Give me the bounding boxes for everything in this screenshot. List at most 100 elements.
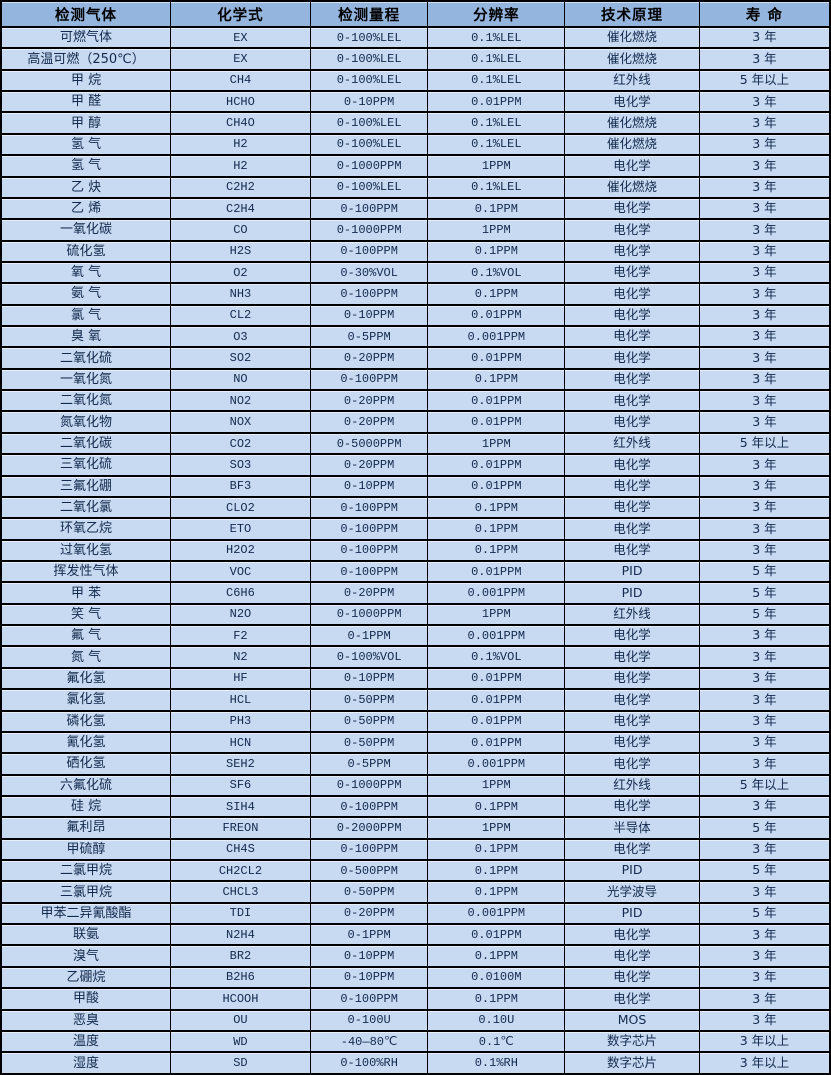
cell-range: 0-1000PPM xyxy=(309,154,429,178)
table-row: 可燃气体 EX 0-100%LEL 0.1%LEL 催化燃烧 3 年 xyxy=(0,25,831,50)
cell-range: 0-100%LEL xyxy=(309,111,429,135)
cell-formula: SD xyxy=(170,1051,311,1075)
table-row: 三氯甲烷 CHCL3 0-50PPM 0.1PPM 光学波导 3 年 xyxy=(0,880,831,904)
cell-range: 0-100PPM xyxy=(309,196,429,221)
cell-range: 0-2000PPM xyxy=(309,816,429,840)
cell-lifespan: 3 年 xyxy=(698,666,831,691)
cell-resolution: 0.1PPM xyxy=(427,944,566,968)
cell-formula: EX xyxy=(170,47,311,71)
cell-gas: 乙 炔 xyxy=(0,175,172,199)
cell-gas: 溴气 xyxy=(0,944,172,968)
cell-formula: HCL xyxy=(170,688,311,712)
cell-formula: C2H4 xyxy=(170,196,311,221)
cell-principle: 电化学 xyxy=(564,688,700,712)
cell-range: 0-5000PPM xyxy=(309,431,429,456)
cell-resolution: 0.1PPM xyxy=(427,858,566,883)
table-row: 六氟化硫 SF6 0-1000PPM 1PPM 红外线 5 年以上 xyxy=(0,773,831,797)
cell-lifespan: 3 年 xyxy=(698,47,831,71)
table-row: 三氟化硼 BF3 0-10PPM 0.01PPM 电化学 3 年 xyxy=(0,474,831,498)
cell-range: 0-100%LEL xyxy=(309,25,429,50)
cell-principle: 电化学 xyxy=(564,923,700,947)
cell-formula: WD xyxy=(170,1029,311,1054)
cell-range: -40—80℃ xyxy=(309,1029,429,1054)
cell-formula: N2H4 xyxy=(170,923,311,947)
cell-gas: 二氧化氯 xyxy=(0,495,172,520)
table-row: 甲 烷 CH4 0-100%LEL 0.1%LEL 红外线 5 年以上 xyxy=(0,68,831,93)
cell-resolution: 0.1PPM xyxy=(427,837,566,862)
table-row: 氟利昂 FREON 0-2000PPM 1PPM 半导体 5 年 xyxy=(0,816,831,840)
cell-formula: CL2 xyxy=(170,303,311,328)
cell-principle: 电化学 xyxy=(564,538,700,563)
cell-formula: H2O2 xyxy=(170,538,311,563)
cell-gas: 氟 气 xyxy=(0,624,172,648)
cell-principle: 电化学 xyxy=(564,495,700,520)
cell-gas: 二氧化碳 xyxy=(0,431,172,456)
cell-lifespan: 5 年以上 xyxy=(698,68,831,93)
cell-principle: 电化学 xyxy=(564,517,700,541)
cell-formula: TDI xyxy=(170,901,311,926)
cell-principle: 催化燃烧 xyxy=(564,111,700,135)
cell-range: 0-5PPM xyxy=(309,325,429,349)
cell-range: 0-100%VOL xyxy=(309,645,429,669)
cell-lifespan: 3 年 xyxy=(698,282,831,306)
cell-gas: 氨 气 xyxy=(0,282,172,306)
cell-formula: H2 xyxy=(170,154,311,178)
cell-formula: FREON xyxy=(170,816,311,840)
cell-formula: N2O xyxy=(170,602,311,627)
cell-range: 0-100%LEL xyxy=(309,132,429,157)
cell-principle: 电化学 xyxy=(564,624,700,648)
cell-range: 0-20PPM xyxy=(309,453,429,477)
column-header-gas: 检测气体 xyxy=(0,0,172,28)
cell-formula: SO2 xyxy=(170,346,311,370)
table-row: 二氯甲烷 CH2CL2 0-500PPM 0.1PPM PID 5 年 xyxy=(0,858,831,883)
cell-formula: SIH4 xyxy=(170,794,311,819)
cell-principle: 红外线 xyxy=(564,68,700,93)
cell-principle: 电化学 xyxy=(564,367,700,392)
table-row: 氧 气 O2 0-30%VOL 0.1%VOL 电化学 3 年 xyxy=(0,260,831,285)
cell-resolution: 0.1PPM xyxy=(427,495,566,520)
table-row: 过氧化氢 H2O2 0-100PPM 0.1PPM 电化学 3 年 xyxy=(0,538,831,563)
cell-formula: NH3 xyxy=(170,282,311,306)
cell-principle: 电化学 xyxy=(564,666,700,691)
cell-gas: 高温可燃（250℃） xyxy=(0,47,172,71)
cell-gas: 恶臭 xyxy=(0,1008,172,1032)
cell-resolution: 0.1%LEL xyxy=(427,47,566,71)
table-row: 挥发性气体 VOC 0-100PPM 0.01PPM PID 5 年 xyxy=(0,559,831,584)
cell-lifespan: 5 年 xyxy=(698,858,831,883)
cell-range: 0-100%RH xyxy=(309,1051,429,1075)
cell-formula: CO xyxy=(170,218,311,242)
table-row: 二氧化碳 CO2 0-5000PPM 1PPM 红外线 5 年以上 xyxy=(0,431,831,456)
cell-resolution: 1PPM xyxy=(427,154,566,178)
cell-resolution: 0.01PPM xyxy=(427,453,566,477)
cell-principle: PID xyxy=(564,559,700,584)
cell-lifespan: 5 年 xyxy=(698,559,831,584)
cell-range: 0-100PPM xyxy=(309,367,429,392)
cell-resolution: 0.01PPM xyxy=(427,559,566,584)
cell-gas: 磷化氢 xyxy=(0,709,172,733)
cell-range: 0-10PPM xyxy=(309,666,429,691)
cell-lifespan: 3 年 xyxy=(698,987,831,1011)
cell-range: 0-10PPM xyxy=(309,90,429,114)
cell-resolution: 0.1%LEL xyxy=(427,111,566,135)
cell-lifespan: 3 年 xyxy=(698,794,831,819)
cell-principle: 电化学 xyxy=(564,389,700,413)
cell-formula: NO2 xyxy=(170,389,311,413)
cell-gas: 三氧化硫 xyxy=(0,453,172,477)
cell-formula: F2 xyxy=(170,624,311,648)
cell-resolution: 1PPM xyxy=(427,431,566,456)
cell-principle: 电化学 xyxy=(564,346,700,370)
table-row: 乙硼烷 B2H6 0-10PPM 0.0100M 电化学 3 年 xyxy=(0,965,831,990)
cell-resolution: 0.1PPM xyxy=(427,196,566,221)
table-row: 温度 WD -40—80℃ 0.1℃ 数字芯片 3 年以上 xyxy=(0,1029,831,1054)
cell-lifespan: 3 年 xyxy=(698,923,831,947)
cell-formula: NO xyxy=(170,367,311,392)
cell-formula: B2H6 xyxy=(170,965,311,990)
cell-resolution: 0.1PPM xyxy=(427,282,566,306)
cell-gas: 湿度 xyxy=(0,1051,172,1075)
cell-resolution: 0.001PPM xyxy=(427,325,566,349)
cell-principle: 电化学 xyxy=(564,239,700,263)
cell-lifespan: 3 年 xyxy=(698,325,831,349)
cell-range: 0-100PPM xyxy=(309,517,429,541)
table-row: 氟化氢 HF 0-10PPM 0.01PPM 电化学 3 年 xyxy=(0,666,831,691)
cell-lifespan: 3 年 xyxy=(698,389,831,413)
